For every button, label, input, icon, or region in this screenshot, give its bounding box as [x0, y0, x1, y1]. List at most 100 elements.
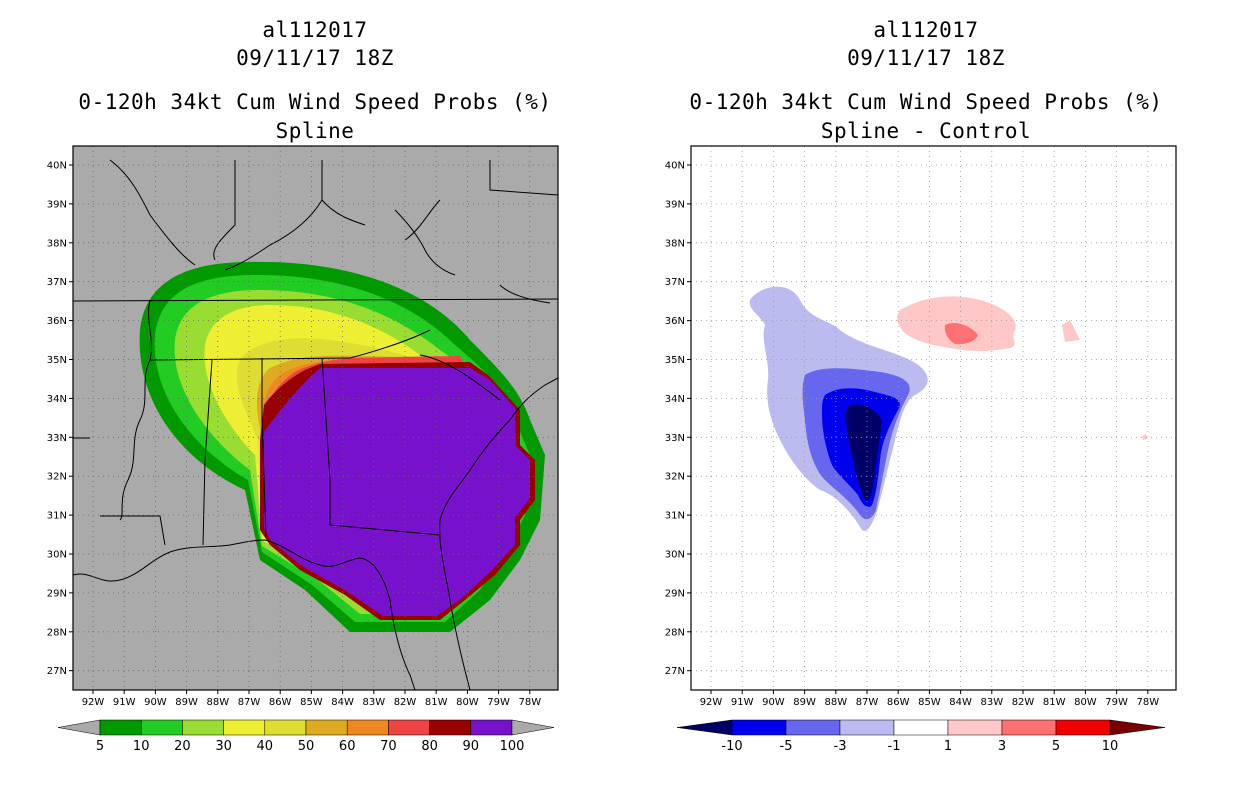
left-storm-id: al112017 — [262, 18, 368, 42]
lon-label: 86W — [269, 697, 292, 708]
right-difference-contours — [749, 286, 1147, 531]
colorbar-swatch — [785, 719, 841, 736]
lat-label: 40N — [47, 161, 67, 172]
lon-label: 88W — [824, 697, 847, 708]
colorbar-swatch — [223, 719, 266, 736]
right-lat-labels: 40N 39N 38N 37N 36N 35N 34N 33N 32N 31N 30N 29N 28N 2… — [665, 161, 691, 677]
colorbar-label: 50 — [298, 739, 315, 754]
colorbar-swatch — [264, 719, 307, 736]
colorbar-swatch — [1055, 719, 1111, 736]
colorbar-label: -5 — [780, 739, 793, 754]
right-product-title: 0-120h 34kt Cum Wind Speed Probs (%) — [689, 90, 1163, 114]
left-product-title: 0-120h 34kt Cum Wind Speed Probs (%) — [78, 90, 552, 114]
lat-label: 30N — [47, 550, 67, 561]
lon-label: 80W — [456, 697, 479, 708]
lon-label: 86W — [887, 697, 910, 708]
colorbar-label: 80 — [421, 739, 438, 754]
lat-label: 27N — [665, 666, 685, 677]
lon-label: 85W — [300, 697, 323, 708]
lon-label: 82W — [1012, 697, 1035, 708]
lon-label: 80W — [1074, 697, 1097, 708]
lon-label: 79W — [487, 697, 510, 708]
right-colorbar: -10 -5 -3 -1 1 3 5 10 — [676, 719, 1166, 754]
right-map-frame — [690, 145, 1177, 691]
left-datetime: 09/11/17 18Z — [236, 46, 394, 70]
lon-label: 91W — [731, 697, 754, 708]
lon-label: 84W — [949, 697, 972, 708]
colorbar-swatch — [346, 719, 389, 736]
colorbar-swatch — [470, 719, 513, 736]
lon-label: 83W — [980, 697, 1003, 708]
lat-label: 33N — [47, 433, 67, 444]
colorbar-label: -3 — [834, 739, 847, 754]
colorbar-label: 30 — [215, 739, 232, 754]
lat-label: 38N — [47, 238, 67, 249]
lon-label: 92W — [700, 697, 723, 708]
lat-label: 30N — [665, 550, 685, 561]
right-lon-labels: 92W 91W 90W 89W 88W 87W 86W 85W 84W 83W 82W 81W 80W 7… — [700, 690, 1159, 708]
lon-label: 81W — [425, 697, 448, 708]
lat-label: 35N — [47, 355, 67, 366]
colorbar-label: 5 — [96, 739, 104, 754]
colorbar-swatch — [731, 719, 787, 736]
colorbar-low-arrow — [57, 719, 101, 736]
lat-label: 32N — [47, 472, 67, 483]
lat-label: 39N — [665, 199, 685, 210]
right-map-background — [691, 146, 1176, 690]
lat-label: 36N — [47, 316, 67, 327]
lat-label: 27N — [47, 666, 67, 677]
colorbar-swatch — [182, 719, 224, 736]
lon-label: 83W — [362, 697, 385, 708]
lat-label: 32N — [665, 472, 685, 483]
colorbar-label: 3 — [998, 739, 1006, 754]
colorbar-swatch — [429, 719, 472, 736]
lon-label: 84W — [331, 697, 354, 708]
left-lon-labels: 92W 91W 90W 89W 88W 87W 86W 85W 84W 83W 82W 81W 80W 7… — [82, 690, 541, 708]
colorbar-label: 100 — [500, 739, 525, 754]
colorbar-label: 5 — [1052, 739, 1060, 754]
colorbar-label: 10 — [133, 739, 150, 754]
lon-label: 88W — [206, 697, 229, 708]
colorbar-label: 90 — [463, 739, 480, 754]
lon-label: 79W — [1105, 697, 1128, 708]
lat-label: 33N — [665, 433, 685, 444]
lon-label: 87W — [856, 697, 879, 708]
lat-label: 35N — [665, 355, 685, 366]
lon-label: 90W — [144, 697, 167, 708]
lat-label: 29N — [665, 588, 685, 599]
lat-label: 38N — [665, 238, 685, 249]
right-map: 40N 39N 38N 37N 36N 35N 34N 33N 32N 31N 30N 29N 28N 2… — [665, 145, 1177, 754]
lat-label: 31N — [47, 511, 67, 522]
lon-label: 89W — [793, 697, 816, 708]
colorbar-label: 10 — [1102, 739, 1119, 754]
colorbar-swatch — [893, 719, 949, 736]
right-storm-id: al112017 — [873, 18, 979, 42]
right-datetime: 09/11/17 18Z — [847, 46, 1005, 70]
lon-label: 85W — [918, 697, 941, 708]
right-subtitle: Spline - Control — [820, 119, 1032, 143]
lat-label: 28N — [665, 627, 685, 638]
lon-label: 87W — [238, 697, 261, 708]
lon-label: 92W — [82, 697, 105, 708]
left-gridlines — [73, 146, 558, 690]
colorbar-low-arrow — [676, 719, 733, 736]
left-colorbar: 5 10 20 30 40 50 60 70 80 90 100 — [57, 719, 555, 754]
colorbar-label: 40 — [257, 739, 274, 754]
colorbar-swatch — [388, 719, 430, 736]
lat-label: 40N — [665, 161, 685, 172]
lon-label: 81W — [1043, 697, 1066, 708]
left-map: 40N 39N 38N 37N 36N 35N 34N 33N 32N 31N 30N 29N 28N 2… — [47, 145, 559, 754]
lon-label: 78W — [1136, 697, 1159, 708]
lon-label: 90W — [762, 697, 785, 708]
left-map-frame — [72, 145, 559, 691]
colorbar-label: -10 — [721, 739, 742, 754]
lat-label: 29N — [47, 588, 67, 599]
colorbar-high-arrow — [511, 719, 555, 736]
lat-label: 37N — [665, 277, 685, 288]
lat-label: 36N — [665, 316, 685, 327]
colorbar-swatch — [947, 719, 1003, 736]
lat-label: 37N — [47, 277, 67, 288]
lat-label: 34N — [47, 394, 67, 405]
lon-label: 91W — [113, 697, 136, 708]
